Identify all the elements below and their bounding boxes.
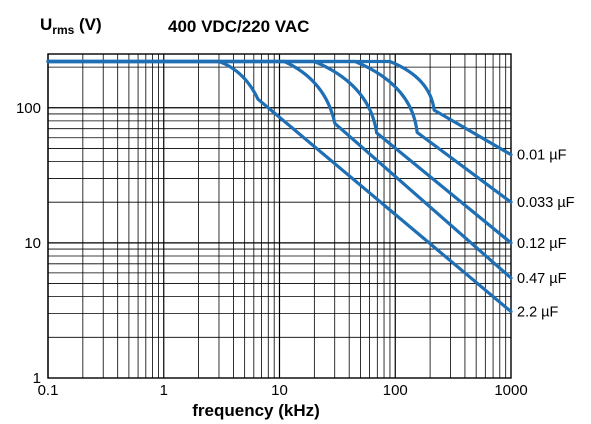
y-axis-label-unit: (V) (74, 15, 101, 34)
x-tick-label: 10 (271, 382, 288, 399)
series-line (46, 59, 513, 280)
plot-frame (47, 53, 512, 379)
x-tick-label: 1 (160, 382, 168, 399)
series-labels: 0.01 µF 0.033 µF 0.12 µF 0.47 µF 2.2 µF (517, 148, 575, 321)
series-line (46, 59, 513, 245)
series-line (46, 59, 513, 204)
series-label: 0.01 µF (517, 148, 567, 164)
y-tick-label: 1 (33, 370, 41, 387)
x-axis-label: frequency (kHz) (192, 401, 320, 420)
y-tick-label: 10 (24, 235, 41, 252)
y-axis-label: Urms (V) (40, 15, 102, 37)
series-line (46, 59, 513, 314)
series-label: 0.47 µF (517, 271, 567, 287)
series-line (46, 59, 513, 157)
y-axis-label-main: U (40, 15, 52, 34)
chart-title: 400 VDC/220 VAC (168, 17, 309, 36)
x-tick-label: 0.1 (38, 382, 59, 399)
y-axis-label-sub: rms (52, 23, 74, 37)
series-label: 2.2 µF (517, 305, 559, 321)
x-tick-label: 100 (383, 382, 408, 399)
x-tick-label: 1000 (494, 382, 527, 399)
series-label: 0.12 µF (517, 236, 567, 252)
y-tick-label: 100 (16, 100, 41, 117)
series-label: 0.033 µF (517, 195, 575, 211)
series-layer (46, 59, 513, 314)
